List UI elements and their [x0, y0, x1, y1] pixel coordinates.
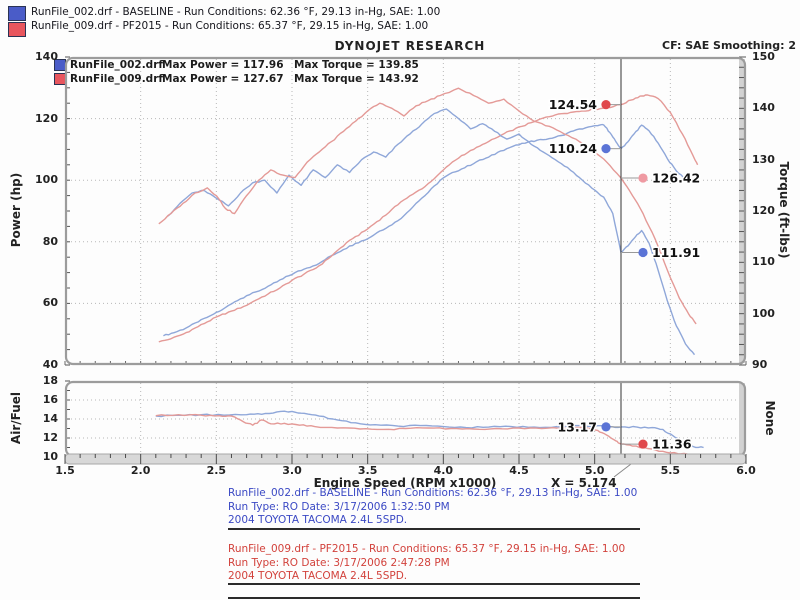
airfuel-axis-title: Air/Fuel: [9, 391, 23, 445]
y-left-tick-label: 80: [42, 234, 58, 248]
marker-label-110.24: 110.24: [549, 141, 598, 156]
footer-run2: RunFile_009.drf - PF2015 - Run Condition…: [228, 543, 625, 584]
baseline-max-torque: Max Torque = 139.85: [294, 58, 419, 71]
x-tick-label: 6.0: [736, 464, 756, 477]
main-plot-border: [64, 56, 747, 366]
main-plot: 124.54 110.24 126.42 111.91: [64, 56, 747, 366]
footer-run2-line1: RunFile_009.drf - PF2015 - Run Condition…: [228, 543, 626, 555]
curve-af-pf2015: [155, 413, 691, 456]
y-right-tick-label: 120: [752, 204, 775, 217]
y-right-tick-label: 140: [752, 101, 775, 115]
marker-dot-11.36: [638, 439, 648, 449]
curve-power-pf2015: [158, 94, 699, 343]
y-left-tick-label: 16: [42, 393, 58, 406]
marker-label-126.42: 126.42: [652, 171, 700, 186]
marker-label-11.36: 11.36: [652, 437, 692, 452]
run1-conditions: RunFile_002.drf - BASELINE - Run Conditi…: [31, 6, 441, 18]
footer-run2-line3: 2004 TOYOTA TACOMA 2.4L 5SPD.: [228, 570, 408, 582]
divider: [228, 583, 640, 585]
baseline-file: RunFile_002.drf: [70, 58, 163, 71]
y-left-tick-label: 140: [35, 50, 58, 63]
marker-dot-110.24: [601, 144, 611, 154]
none-axis-title: None: [763, 400, 777, 436]
cursor-leader-line: [613, 463, 632, 478]
max-values-row-pf2015: RunFile_009.drf Max Power = 127.67 Max T…: [54, 72, 419, 85]
y-right-tick-label: 100: [752, 306, 775, 320]
marker-label-13.17: 13.17: [557, 419, 597, 434]
marker-dot-13.17: [601, 422, 611, 432]
footer-run1-line3: 2004 TOYOTA TACOMA 2.4L 5SPD.: [228, 514, 408, 526]
footer-run2-line2: Run Type: RO Date: 3/17/2006 2:47:28 PM: [228, 556, 450, 569]
y-right-tick-label: 150: [752, 50, 775, 63]
footer-run1-line2: Run Type: RO Date: 3/17/2006 1:32:50 PM: [228, 500, 450, 513]
right-axis-band: [739, 383, 745, 455]
y-left-tick-label: 18: [42, 374, 58, 387]
y-left-tick-label: 60: [42, 296, 58, 310]
x-tick-label: 3.5: [357, 464, 378, 477]
max-values-legend: RunFile_002.drf Max Power = 117.96 Max T…: [54, 58, 419, 86]
y-right-tick-label: 130: [752, 152, 775, 166]
y-left-tick-label: 120: [35, 111, 58, 125]
baseline-max-power: Max Power = 117.96: [162, 58, 284, 71]
x-tick-label: 4.5: [509, 464, 529, 477]
power-axis-title: Power (hp): [9, 172, 23, 248]
y-left-tick-label: 14: [42, 412, 58, 425]
y-left-tick-label: 12: [42, 431, 58, 444]
x-tick-label: 4.0: [433, 464, 454, 477]
y-left-tick-label: 40: [42, 358, 58, 371]
x-tick-label: 3.0: [282, 464, 302, 477]
divider: [228, 597, 640, 599]
curve-torque-baseline: [167, 108, 696, 356]
x-axis-band-bg: [64, 453, 747, 465]
x-tick-label: 2.5: [206, 464, 227, 477]
curve-torque-pf2015: [158, 87, 697, 325]
marker-dot-126.42: [638, 173, 648, 183]
chart-title: DYNOJET RESEARCH: [334, 39, 486, 53]
pf2015-file: RunFile_009.drf: [70, 72, 163, 85]
run2-color-swatch: [8, 22, 26, 37]
pf2015-max-power: Max Power = 127.67: [162, 72, 284, 85]
x-tick-label: 5.5: [660, 464, 681, 477]
marker-label-111.91: 111.91: [652, 245, 700, 260]
curve-af-baseline: [155, 410, 704, 449]
run1-color-swatch: [8, 6, 26, 21]
run2-conditions: RunFile_009.drf - PF2015 - Run Condition…: [31, 20, 429, 32]
footer-run1: RunFile_002.drf - BASELINE - Run Conditi…: [228, 487, 637, 528]
marker-dot-124.54: [601, 100, 611, 110]
x-tick-label: 2.0: [130, 464, 151, 477]
y-left-tick-label: 10: [42, 450, 58, 463]
run-color-swatches: [8, 6, 26, 37]
y-right-tick-label: 90: [752, 358, 768, 371]
y-right-tick-label: 110: [752, 255, 775, 269]
correction-smoothing-label: CF: SAE Smoothing: 2: [662, 39, 796, 52]
x-tick-label: 5.0: [584, 464, 605, 477]
x-axis-band: [64, 453, 747, 465]
cursor-x-readout: X = 5.174: [551, 476, 617, 490]
max-values-row-baseline: RunFile_002.drf Max Power = 117.96 Max T…: [54, 58, 419, 71]
marker-label-124.54: 124.54: [549, 97, 598, 112]
pf2015-max-torque: Max Torque = 143.92: [294, 72, 419, 85]
x-axis-title: Engine Speed (RPM x1000): [313, 476, 497, 490]
curve-power-baseline: [163, 123, 695, 337]
run-conditions-legend: RunFile_002.drf - BASELINE - Run Conditi…: [31, 5, 440, 33]
marker-dot-111.91: [638, 247, 648, 258]
footer-run1-line1: RunFile_002.drf - BASELINE - Run Conditi…: [228, 487, 638, 499]
x-tick-label: 1.5: [55, 464, 75, 477]
af-plot: 13.17 11.36: [64, 380, 747, 458]
y-left-tick-label: 100: [35, 173, 58, 187]
divider: [228, 528, 640, 530]
